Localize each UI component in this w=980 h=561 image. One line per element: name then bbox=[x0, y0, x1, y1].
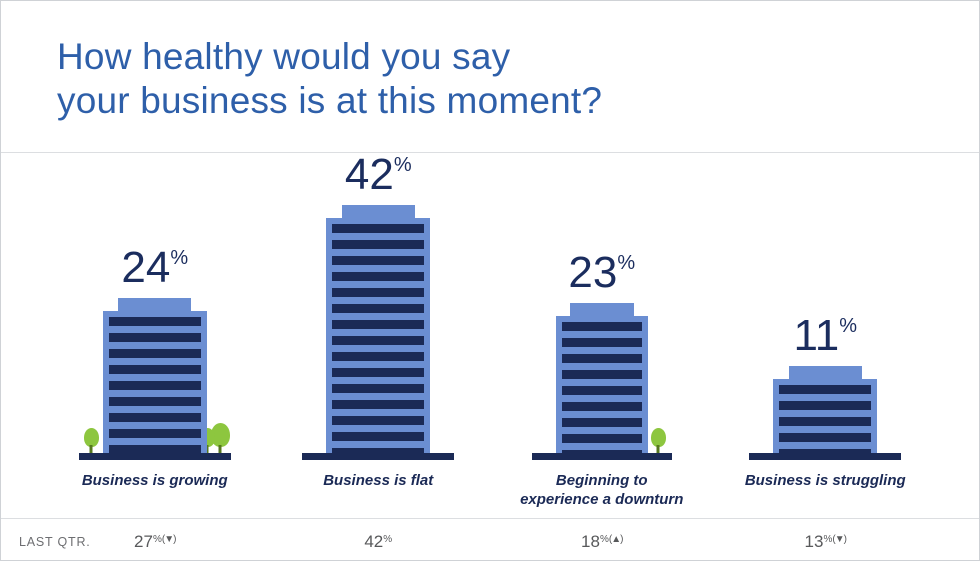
percent-sign: % bbox=[617, 252, 636, 274]
header: How healthy would you say your business … bbox=[1, 1, 979, 153]
change-indicator-up-icon: (▲) bbox=[608, 534, 624, 545]
building-body bbox=[555, 316, 648, 453]
percent-sign: % bbox=[823, 534, 833, 545]
building-icon bbox=[326, 205, 431, 453]
last-quarter-number: 18 bbox=[581, 532, 600, 551]
value-label: 11% bbox=[794, 314, 857, 358]
building-wrap bbox=[83, 298, 230, 453]
percent-sign: % bbox=[599, 534, 609, 545]
building-icon bbox=[102, 298, 207, 453]
category-label: Beginning to experience a downturn bbox=[520, 472, 684, 508]
percent-sign: % bbox=[383, 534, 393, 545]
value-label: 42% bbox=[345, 153, 412, 197]
building-wrap bbox=[326, 205, 431, 453]
chart-column-downturn: 23% Beginning to experience a downturn bbox=[490, 251, 714, 518]
tree-icon bbox=[83, 428, 99, 447]
building-base bbox=[531, 453, 672, 460]
bar-chart: 24% Business is growing 42% bbox=[1, 153, 979, 518]
last-quarter-value: 18%(▲) bbox=[490, 532, 714, 552]
building-base bbox=[302, 453, 455, 460]
value-number: 11 bbox=[793, 311, 840, 360]
category-label: Business is flat bbox=[323, 472, 434, 489]
tree-icon bbox=[650, 428, 666, 447]
last-quarter-value: 42% bbox=[267, 532, 491, 552]
change-indicator-down-icon: (▼) bbox=[832, 534, 847, 545]
last-quarter-value: 13%(▼) bbox=[714, 532, 938, 552]
last-quarter-number: 13 bbox=[804, 532, 824, 551]
last-quarter-number: 27 bbox=[134, 532, 153, 551]
percent-sign: % bbox=[839, 315, 857, 337]
last-quarter-label: LAST QTR. bbox=[19, 535, 91, 549]
building-roof bbox=[118, 298, 192, 311]
title-line-2: your business is at this moment? bbox=[57, 79, 603, 121]
value-number: 24 bbox=[121, 243, 171, 292]
value-label: 24% bbox=[121, 246, 188, 290]
last-quarter-row: LAST QTR. 27%(▼) 42% 18%(▲) 13%(▼) bbox=[1, 518, 979, 560]
change-indicator-down-icon: (▼) bbox=[161, 534, 177, 545]
building-roof bbox=[569, 303, 634, 316]
building-icon bbox=[773, 366, 878, 453]
value-number: 23 bbox=[568, 248, 618, 297]
building-wrap bbox=[773, 366, 878, 453]
value-label: 23% bbox=[568, 251, 635, 295]
page-title: How healthy would you say your business … bbox=[57, 35, 979, 122]
percent-sign: % bbox=[152, 534, 162, 545]
last-quarter-number: 42 bbox=[364, 532, 384, 551]
percent-sign: % bbox=[393, 154, 412, 176]
chart-column-growing: 24% Business is growing bbox=[43, 246, 267, 518]
building-base bbox=[749, 453, 902, 460]
title-line-1: How healthy would you say bbox=[57, 36, 511, 77]
building-roof bbox=[341, 205, 415, 218]
building-roof bbox=[788, 366, 862, 379]
building-body bbox=[326, 218, 431, 453]
building-base bbox=[78, 453, 231, 460]
category-label: Business is growing bbox=[81, 472, 228, 489]
category-label: Business is struggling bbox=[744, 472, 906, 489]
building-body bbox=[773, 379, 878, 453]
percent-sign: % bbox=[170, 247, 189, 269]
value-number: 42 bbox=[344, 150, 394, 199]
chart-column-flat: 42% Business is flat bbox=[267, 153, 491, 518]
tree-icon bbox=[210, 423, 230, 447]
building-icon bbox=[555, 303, 648, 453]
building-wrap bbox=[555, 303, 666, 453]
building-body bbox=[102, 311, 207, 453]
chart-column-struggling: 11% Business is struggling bbox=[714, 314, 938, 518]
last-quarter-value: 27%(▼) bbox=[43, 532, 267, 552]
